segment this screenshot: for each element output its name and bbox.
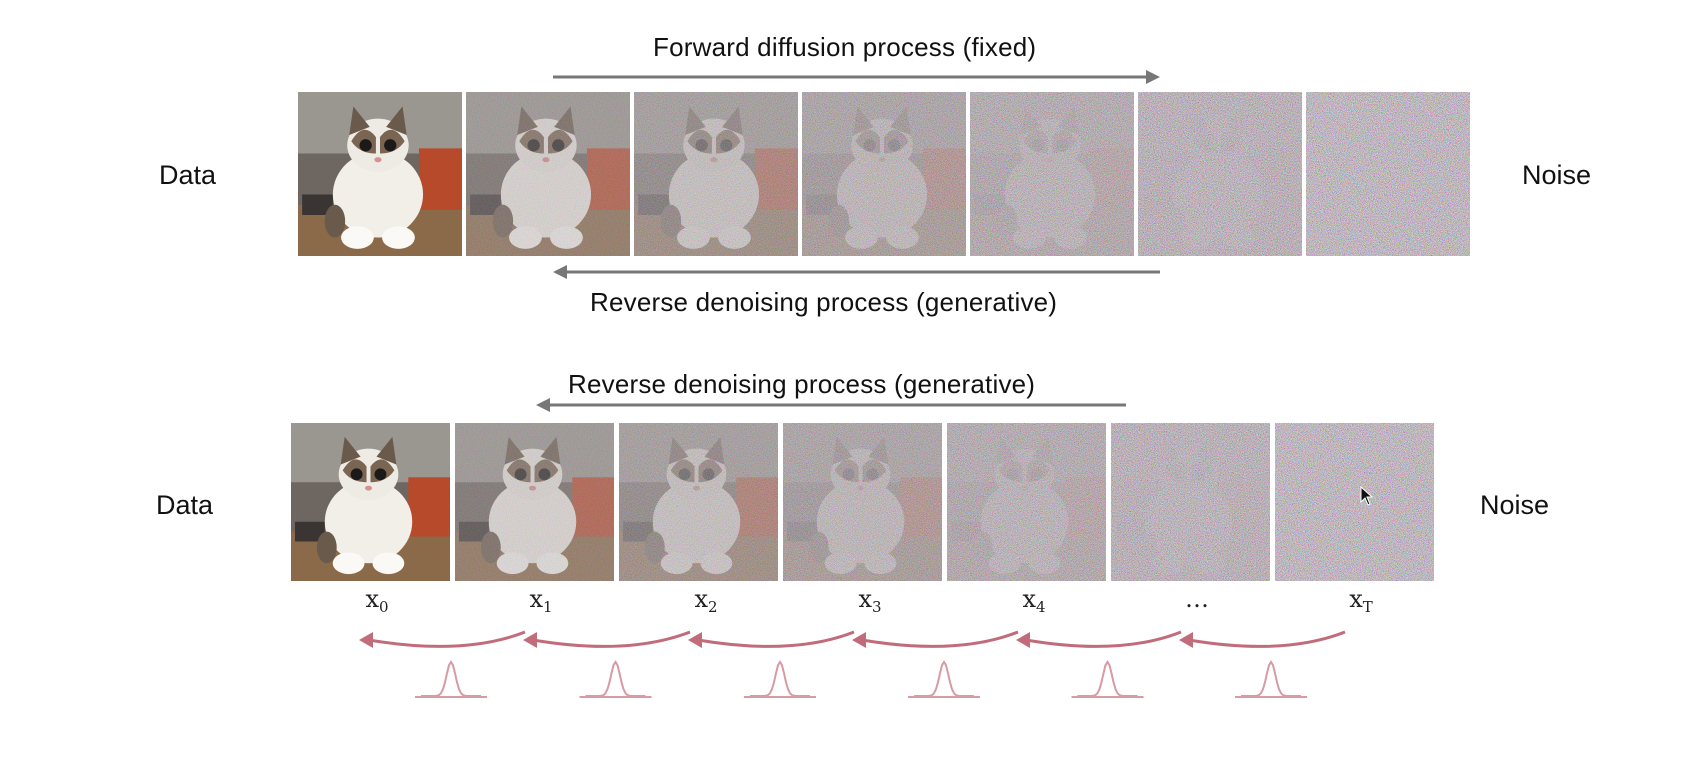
- gaussian-icon: [421, 660, 481, 697]
- step-label-subscript: 0: [379, 598, 389, 616]
- bottom-frame-5: [1111, 423, 1270, 581]
- top-frame-5: [1138, 92, 1302, 256]
- top-frame-3: [802, 92, 966, 256]
- transition-arrowhead: [688, 632, 702, 648]
- step-label-base: x: [694, 585, 708, 613]
- step-label-0: x0: [347, 585, 407, 616]
- transition-arrowhead: [1179, 632, 1193, 648]
- bottom-frame-4: [947, 423, 1106, 581]
- gaussian-icon: [1241, 660, 1301, 697]
- step-label-base: x: [529, 585, 543, 613]
- step-label-subscript: 2: [708, 598, 718, 616]
- gaussian-icon: [1077, 660, 1138, 697]
- gaussian-icon: [914, 660, 974, 697]
- top-frame-6: [1306, 92, 1470, 256]
- step-label-base: x: [365, 585, 379, 613]
- step-label-base: x: [1022, 585, 1036, 613]
- bottom-frame-1: [455, 423, 614, 581]
- transition-arrow: [1025, 630, 1182, 648]
- bottom-frame-6: [1275, 423, 1434, 581]
- transition-arrow: [1188, 630, 1346, 648]
- bottom-noise-label: Noise: [1480, 490, 1550, 520]
- transition-arrow: [861, 630, 1019, 648]
- step-label-base: x: [1349, 585, 1363, 613]
- gaussian-icon: [585, 660, 646, 697]
- transition-arrow: [532, 630, 691, 648]
- step-label-5: …: [1167, 585, 1227, 613]
- step-label-subscript: 4: [1036, 598, 1046, 616]
- transition-arrowhead: [1016, 632, 1030, 648]
- step-label-1: x1: [511, 585, 571, 616]
- reverse-process-label-bottom: Reverse denoising process (generative): [568, 369, 1036, 399]
- gaussian-icon: [750, 660, 810, 697]
- step-label-subscript: 3: [872, 598, 882, 616]
- top-frame-0: [298, 92, 462, 256]
- step-label-base: …: [1185, 585, 1209, 613]
- mouse-cursor-icon: [1360, 486, 1374, 506]
- transition-arrow: [368, 630, 526, 648]
- step-label-subscript: 1: [543, 598, 553, 616]
- top-data-label: Data: [159, 160, 217, 190]
- step-label-2: x2: [676, 585, 736, 616]
- reverse-process-label-top: Reverse denoising process (generative): [590, 287, 1058, 317]
- bottom-frame-2: [619, 423, 778, 581]
- step-label-base: x: [858, 585, 872, 613]
- top-frame-2: [634, 92, 798, 256]
- top-frame-1: [466, 92, 630, 256]
- transition-arrowhead: [523, 632, 537, 648]
- bottom-frame-0: [291, 423, 450, 581]
- transition-arrowhead: [359, 632, 373, 648]
- step-label-4: x4: [1004, 585, 1064, 616]
- top-noise-label: Noise: [1522, 160, 1592, 190]
- transition-arrow: [697, 630, 855, 648]
- step-label-6: xT: [1331, 585, 1391, 616]
- forward-process-label: Forward diffusion process (fixed): [653, 32, 1037, 62]
- transition-arrowhead: [852, 632, 866, 648]
- step-label-subscript: T: [1362, 598, 1373, 616]
- top-frame-4: [970, 92, 1134, 256]
- step-label-3: x3: [840, 585, 900, 616]
- bottom-frame-3: [783, 423, 942, 581]
- bottom-data-label: Data: [156, 490, 214, 520]
